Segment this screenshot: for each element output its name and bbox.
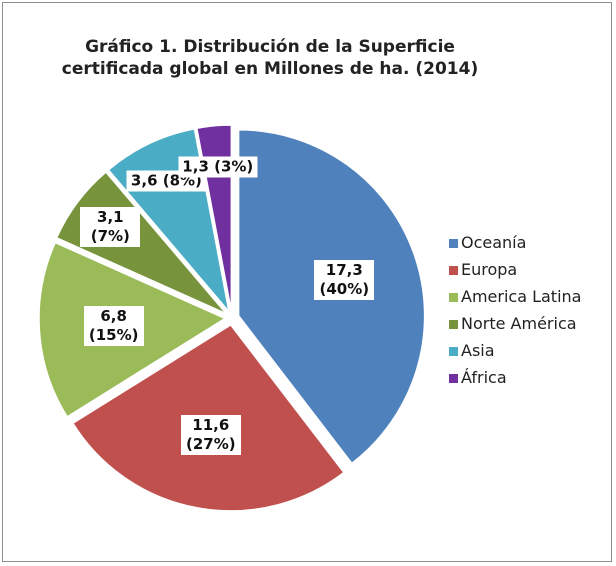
data-label: 17,3 (40%) xyxy=(314,259,375,300)
legend-swatch xyxy=(449,239,458,248)
data-label: 11,6 (27%) xyxy=(180,414,241,455)
legend-swatch xyxy=(449,266,458,275)
legend-label: America Latina xyxy=(461,287,582,306)
legend-swatch xyxy=(449,374,458,383)
legend-swatch xyxy=(449,347,458,356)
legend-swatch xyxy=(449,293,458,302)
legend-label: Europa xyxy=(461,260,518,279)
data-label: 6,8 (15%) xyxy=(83,306,144,347)
chart-frame xyxy=(2,2,612,562)
legend-label: Oceanía xyxy=(461,233,527,252)
legend-label: Asia xyxy=(461,341,495,360)
legend-swatch xyxy=(449,320,458,329)
chart-title: Gráfico 1. Distribución de la Superficie… xyxy=(61,37,479,79)
data-label: 1,3 (3%) xyxy=(178,156,258,178)
legend-label: África xyxy=(461,368,507,387)
legend-label: Norte América xyxy=(461,314,577,333)
data-label: 3,1 (7%) xyxy=(80,206,141,247)
